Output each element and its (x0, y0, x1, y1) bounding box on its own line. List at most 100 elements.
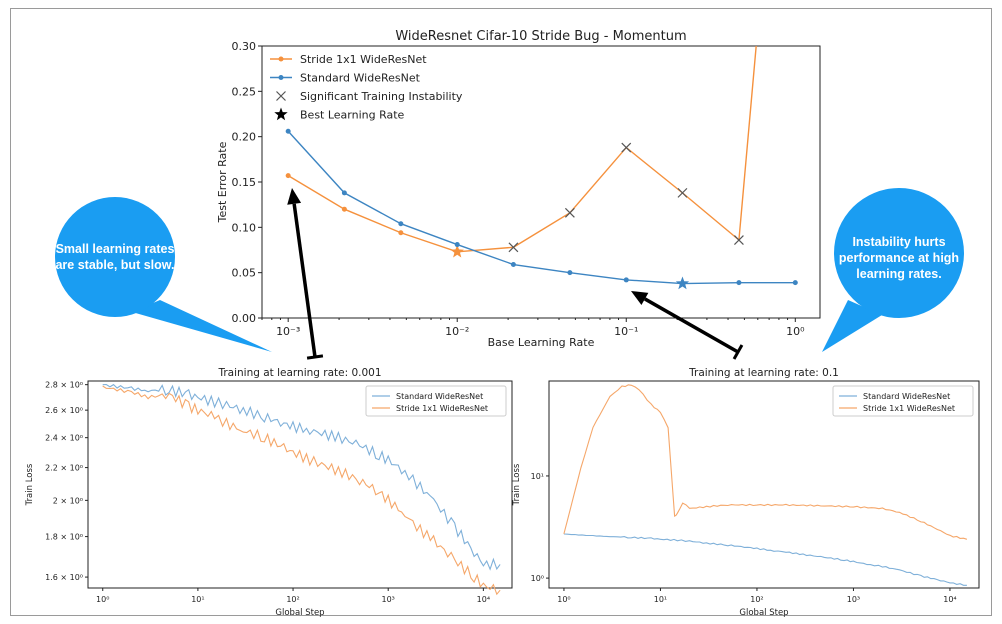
legend-label: Standard WideResNet (300, 72, 421, 85)
bubble-left-text: Small learning rates are stable, but slo… (55, 241, 175, 273)
legend-dot (278, 56, 284, 62)
main-series-point (567, 270, 573, 276)
main-series-point (398, 221, 404, 227)
main-instability-marker (621, 142, 632, 153)
arrow-left (287, 188, 324, 360)
legend-label: Stride 1x1 WideResNet (300, 53, 427, 66)
main-plot-frame (261, 45, 821, 319)
main-y-tick-label: 0.25 (232, 85, 257, 98)
bl-title: Training at learning rate: 0.001 (217, 367, 381, 379)
arrow-right (631, 291, 744, 360)
bubble-right-line: Instability hurts (852, 235, 946, 249)
main-instability-marker (508, 242, 519, 253)
bubble-right-line: learning rates. (856, 267, 942, 281)
bl-y-tick-label: 2.8 × 10⁰ (45, 381, 83, 390)
bl-x-tick-label: 10² (286, 595, 299, 604)
legend-star-marker (274, 107, 288, 121)
br-series-line (563, 384, 968, 540)
br-y-tick-label: 10⁰ (531, 574, 544, 583)
main-series-point (341, 206, 347, 212)
br-x-tick-label: 10⁴ (943, 595, 956, 604)
main-best-lr-star (675, 276, 690, 290)
bl-x-axis-label: Global Step (275, 608, 324, 618)
main-y-tick-label: 0.20 (232, 131, 257, 144)
main-instability-marker (677, 187, 688, 198)
arrow-right-tail (732, 344, 744, 360)
main-series-point (792, 280, 798, 286)
bubble-left-line: Small learning rates (55, 242, 175, 256)
br-legend-label: Standard WideResNet (863, 392, 950, 401)
main-y-tick-label: 0.15 (232, 176, 257, 189)
main-instability-marker (564, 207, 575, 218)
main-x-tick-label: 10⁰ (786, 325, 805, 338)
main-x-tick-label: 10⁻² (445, 325, 469, 338)
main-y-tick-label: 0.10 (232, 221, 257, 234)
main-series-point (285, 128, 291, 134)
bubble-left-line: are stable, but slow. (55, 258, 175, 272)
main-series-point (285, 173, 291, 179)
main-instability-marker (734, 235, 744, 245)
bl-x-tick-label: 10¹ (191, 595, 204, 604)
bl-x-tick-label: 10⁰ (96, 595, 109, 604)
main-x-tick-label: 10⁻³ (276, 325, 300, 338)
legend-dot (278, 75, 284, 80)
main-y-axis-label: Test Error Rate (216, 141, 229, 223)
main-y-tick-label: 0.00 (232, 312, 257, 325)
main-x-axis-label: Base Learning Rate (488, 336, 595, 349)
main-series-point (341, 190, 347, 196)
bl-y-tick-label: 2.4 × 10⁰ (45, 434, 83, 443)
br-y-axis-label: Train Loss (512, 463, 522, 506)
bl-x-tick-label: 10³ (382, 595, 395, 604)
main-series-point (623, 277, 629, 283)
bl-legend-box (365, 385, 507, 417)
br-x-axis-label: Global Step (739, 608, 788, 618)
br-x-tick-label: 10³ (847, 595, 860, 604)
bl-y-tick-label: 1.6 × 10⁰ (45, 573, 83, 582)
bl-legend-label: Stride 1x1 WideResNet (396, 404, 488, 413)
bl-plot-frame (87, 380, 513, 589)
br-title: Training at learning rate: 0.1 (688, 367, 839, 379)
main-series-point (736, 280, 742, 286)
main-y-tick-label: 0.05 (232, 267, 257, 280)
main-series-point (454, 242, 460, 248)
bl-y-tick-label: 2 × 10⁰ (53, 496, 83, 505)
bl-y-axis-label: Train Loss (25, 463, 35, 506)
bubble-left-tail (132, 300, 272, 352)
legend-label: Best Learning Rate (300, 109, 405, 122)
bl-x-tick-label: 10⁴ (477, 595, 490, 604)
br-plot-frame (548, 380, 980, 589)
arrow-left-shaft (292, 203, 317, 358)
arrow-left-tail (306, 354, 324, 360)
bl-y-tick-label: 1.8 × 10⁰ (45, 533, 83, 542)
main-series-line (287, 46, 757, 253)
legend-x-marker (276, 91, 286, 101)
main-series-line (287, 130, 796, 285)
arrow-right-shaft (644, 297, 739, 354)
bubble-right-text: Instability hurts performance at high le… (836, 234, 962, 282)
bl-series-line (102, 383, 501, 571)
bubble-right-line: performance at high (838, 251, 960, 265)
bl-y-tick-label: 2.6 × 10⁰ (45, 406, 83, 415)
br-x-tick-label: 10¹ (654, 595, 667, 604)
bubble-right (834, 188, 964, 318)
br-x-tick-label: 10⁰ (557, 595, 570, 604)
bl-legend-label: Standard WideResNet (396, 392, 483, 401)
main-chart-title: WideResnet Cifar-10 Stride Bug - Momentu… (395, 29, 686, 44)
arrow-left-head (287, 188, 302, 205)
bl-series-line (102, 385, 501, 596)
br-legend-box (832, 385, 974, 417)
br-y-tick-label: 10¹ (531, 472, 544, 481)
br-x-tick-label: 10² (750, 595, 763, 604)
main-series-point (510, 262, 516, 268)
bubble-left (55, 197, 175, 317)
main-series-point (398, 230, 404, 236)
br-legend-label: Stride 1x1 WideResNet (863, 404, 955, 413)
main-y-tick-label: 0.30 (232, 40, 257, 53)
main-x-tick-label: 10⁻¹ (614, 325, 638, 338)
main-best-lr-star (450, 244, 464, 258)
br-series-line (563, 533, 967, 586)
bl-y-tick-label: 2.2 × 10⁰ (45, 464, 83, 473)
arrow-right-head (631, 291, 649, 306)
legend-label: Significant Training Instability (300, 90, 463, 103)
